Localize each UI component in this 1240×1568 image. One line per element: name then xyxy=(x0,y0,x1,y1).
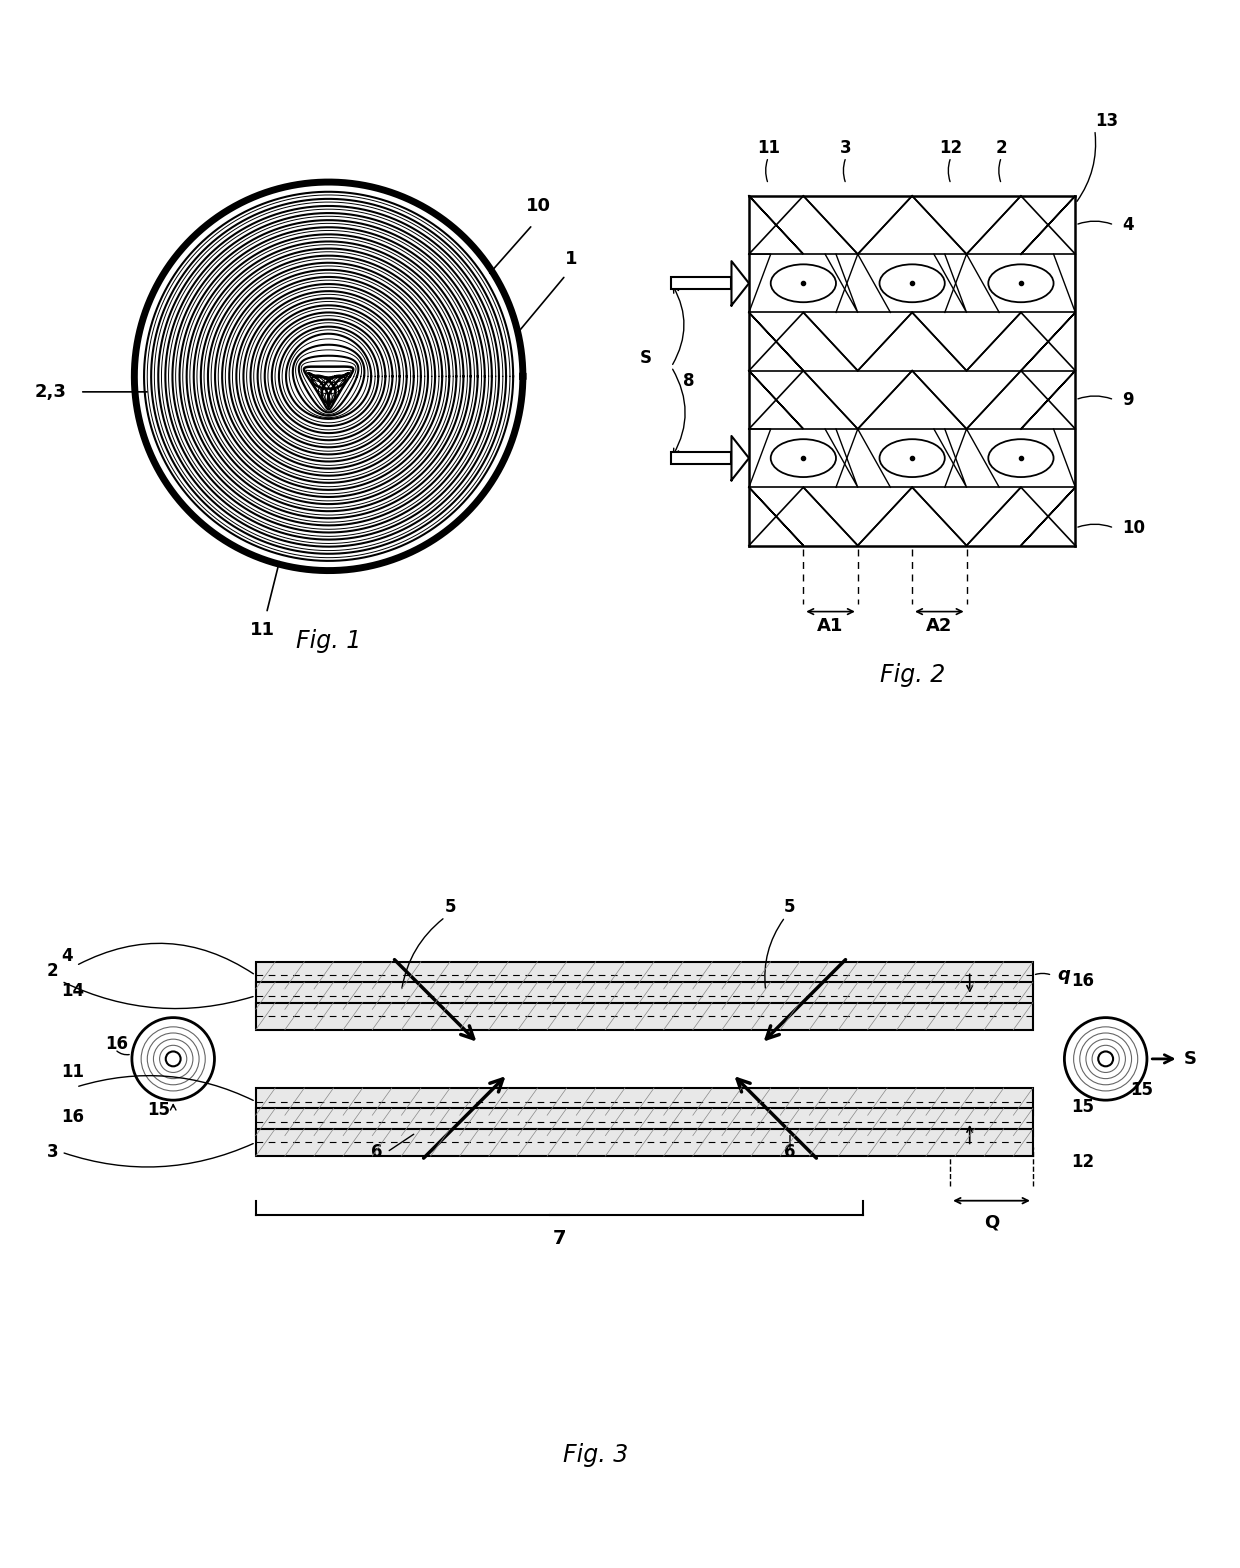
Text: 9: 9 xyxy=(1122,390,1133,409)
Text: 15: 15 xyxy=(1130,1082,1153,1099)
Text: Q: Q xyxy=(983,1214,999,1231)
Bar xyxy=(255,1109,1033,1135)
Text: 8: 8 xyxy=(683,372,694,390)
Text: S: S xyxy=(1183,1051,1197,1068)
Text: 7: 7 xyxy=(553,1229,565,1248)
Text: 13: 13 xyxy=(1095,111,1118,130)
Bar xyxy=(255,961,1033,989)
Text: 16: 16 xyxy=(1071,972,1095,989)
Text: A1: A1 xyxy=(817,618,843,635)
Text: 6: 6 xyxy=(372,1143,383,1160)
Text: 2: 2 xyxy=(47,963,58,980)
Text: 2,3: 2,3 xyxy=(35,383,67,401)
Text: 11: 11 xyxy=(62,1063,84,1082)
Text: 12: 12 xyxy=(940,140,962,157)
Text: Fig. 3: Fig. 3 xyxy=(563,1443,629,1468)
Polygon shape xyxy=(732,262,749,306)
Text: A2: A2 xyxy=(926,618,952,635)
Text: 3: 3 xyxy=(841,140,852,157)
Text: 16: 16 xyxy=(105,1035,128,1054)
Text: 16: 16 xyxy=(62,1109,84,1126)
Text: 3: 3 xyxy=(47,1143,58,1160)
Text: 11: 11 xyxy=(250,621,275,638)
Bar xyxy=(255,1088,1033,1115)
Bar xyxy=(255,1002,1033,1030)
Text: 6: 6 xyxy=(784,1143,796,1160)
Text: q: q xyxy=(1056,966,1070,985)
Text: Fig. 1: Fig. 1 xyxy=(296,629,361,654)
Text: 15: 15 xyxy=(148,1101,170,1118)
Polygon shape xyxy=(732,436,749,480)
Bar xyxy=(671,452,732,464)
Text: 5: 5 xyxy=(784,898,796,916)
Text: 10: 10 xyxy=(526,198,551,215)
Text: 2: 2 xyxy=(996,140,1007,157)
Text: 11: 11 xyxy=(756,140,780,157)
Text: 15: 15 xyxy=(1071,1098,1095,1116)
Text: 10: 10 xyxy=(1122,519,1145,538)
Text: S: S xyxy=(640,350,652,367)
Bar xyxy=(671,278,732,290)
Bar xyxy=(255,1129,1033,1156)
Text: 1: 1 xyxy=(565,249,578,268)
Text: 4: 4 xyxy=(62,947,73,964)
Text: 4: 4 xyxy=(1122,216,1133,234)
Text: 5: 5 xyxy=(444,898,456,916)
Bar xyxy=(255,982,1033,1010)
Text: 14: 14 xyxy=(62,982,84,1000)
Text: 12: 12 xyxy=(1071,1152,1095,1171)
Text: Fig. 2: Fig. 2 xyxy=(879,663,945,687)
